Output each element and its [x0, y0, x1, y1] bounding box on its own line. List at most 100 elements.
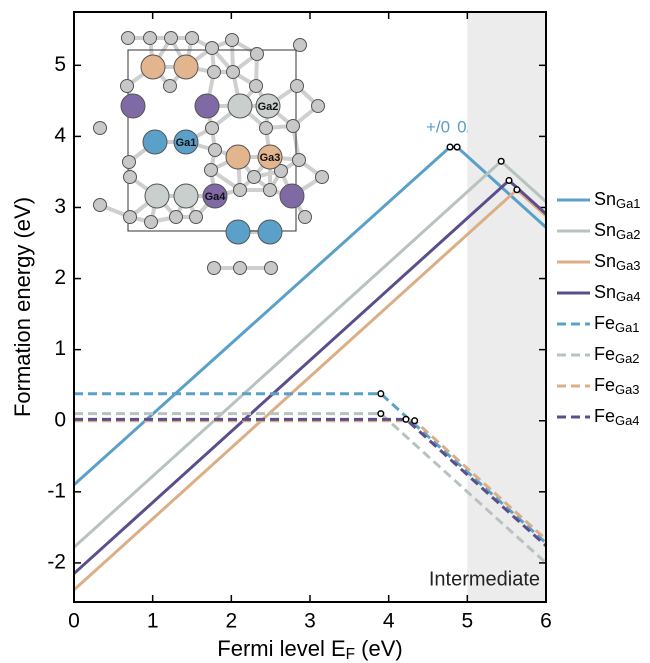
- atom-label: Ga3: [260, 152, 281, 164]
- shaded-region: [467, 12, 546, 602]
- atom: [123, 210, 137, 224]
- x-tick-label: 5: [461, 610, 473, 633]
- x-tick-label: 2: [225, 610, 237, 633]
- crystal-inset: Ga2 Ga1 Ga3 Ga4: [93, 31, 329, 275]
- x-tick-label: 1: [147, 610, 159, 633]
- atom: [93, 121, 107, 135]
- atom: [227, 93, 253, 119]
- transition-point: [377, 390, 385, 398]
- legend-label: SnGa3: [594, 251, 641, 274]
- y-tick-label: 2: [54, 266, 66, 289]
- atom: [185, 31, 199, 45]
- transition-point: [411, 417, 419, 425]
- atom: [164, 31, 178, 45]
- atom: [204, 163, 218, 177]
- atom: [120, 79, 134, 93]
- atom: [207, 261, 221, 275]
- atom: [140, 54, 166, 80]
- atom: [298, 210, 312, 224]
- atom: [293, 38, 307, 52]
- atom: [233, 183, 247, 197]
- atom: [315, 170, 329, 184]
- series-line: [74, 392, 548, 545]
- atom: [122, 155, 136, 169]
- atom: [202, 183, 228, 209]
- atom: [169, 210, 183, 224]
- atom: [225, 33, 239, 47]
- atom: [163, 79, 177, 93]
- shaded-label: Intermediate: [429, 568, 540, 590]
- atom: [226, 65, 240, 79]
- atom: [279, 183, 305, 209]
- atom: [208, 143, 222, 157]
- atom: [142, 129, 168, 155]
- atom: [173, 54, 199, 80]
- atom: [205, 41, 219, 55]
- legend-label: SnGa4: [594, 282, 641, 305]
- legend-label: FeGa4: [594, 406, 640, 429]
- atom: [311, 99, 325, 113]
- y-tick-label: -1: [47, 479, 66, 502]
- legend-label: FeGa2: [594, 344, 640, 367]
- transition-point: [513, 186, 521, 194]
- series-line: [74, 412, 548, 565]
- legend-label: SnGa1: [594, 189, 641, 212]
- y-tick-label: 4: [54, 124, 66, 147]
- atom: [205, 121, 219, 135]
- atom: [249, 79, 263, 93]
- atom: [143, 31, 157, 45]
- atom: [207, 65, 221, 79]
- y-tick-label: 1: [54, 337, 66, 360]
- atom: [194, 93, 220, 119]
- y-tick-label: 3: [54, 195, 66, 218]
- atom: [225, 144, 251, 170]
- atom: [173, 183, 199, 209]
- atom: [225, 219, 251, 245]
- atom: [257, 219, 283, 245]
- atom-label: Ga1: [176, 137, 197, 149]
- atom: [247, 170, 261, 184]
- atom: [144, 183, 170, 209]
- atom: [257, 144, 283, 170]
- atom: [286, 119, 300, 133]
- atom-label: Ga4: [205, 191, 227, 203]
- transition-point: [453, 143, 461, 151]
- atom: [292, 153, 306, 167]
- transition-point: [446, 143, 454, 151]
- atom: [264, 261, 278, 275]
- x-tick-label: 3: [304, 610, 316, 633]
- x-tick-label: 0: [68, 610, 80, 633]
- atom: [173, 129, 199, 155]
- annotation: +/0: [426, 117, 450, 136]
- y-tick-label: 0: [54, 408, 66, 431]
- atom: [263, 183, 277, 197]
- legend-label: FeGa1: [594, 313, 640, 336]
- atom: [144, 215, 158, 229]
- atom: [120, 93, 146, 119]
- atom: [233, 261, 247, 275]
- atom: [290, 79, 304, 93]
- y-tick-label: -2: [47, 550, 66, 573]
- atom: [259, 121, 273, 135]
- atom: [250, 47, 264, 61]
- legend-label: FeGa3: [594, 375, 640, 398]
- transition-point: [505, 176, 513, 185]
- x-tick-label: 4: [383, 610, 395, 633]
- atom: [93, 198, 107, 212]
- x-tick-label: 6: [540, 610, 552, 633]
- atom: [255, 93, 281, 119]
- atom: [189, 210, 203, 224]
- y-axis-label: Formation energy (eV): [10, 197, 35, 417]
- atom: [123, 170, 137, 184]
- transition-point: [497, 157, 505, 165]
- transition-point: [377, 410, 385, 418]
- legend-label: SnGa2: [594, 220, 641, 243]
- transition-point: [402, 415, 410, 423]
- atom: [274, 164, 288, 178]
- atom-label: Ga2: [258, 101, 279, 113]
- y-tick-label: 5: [54, 53, 66, 76]
- x-axis-label: Fermi level EF (eV): [217, 636, 402, 663]
- plot-frame: [73, 11, 547, 603]
- atom: [121, 31, 135, 45]
